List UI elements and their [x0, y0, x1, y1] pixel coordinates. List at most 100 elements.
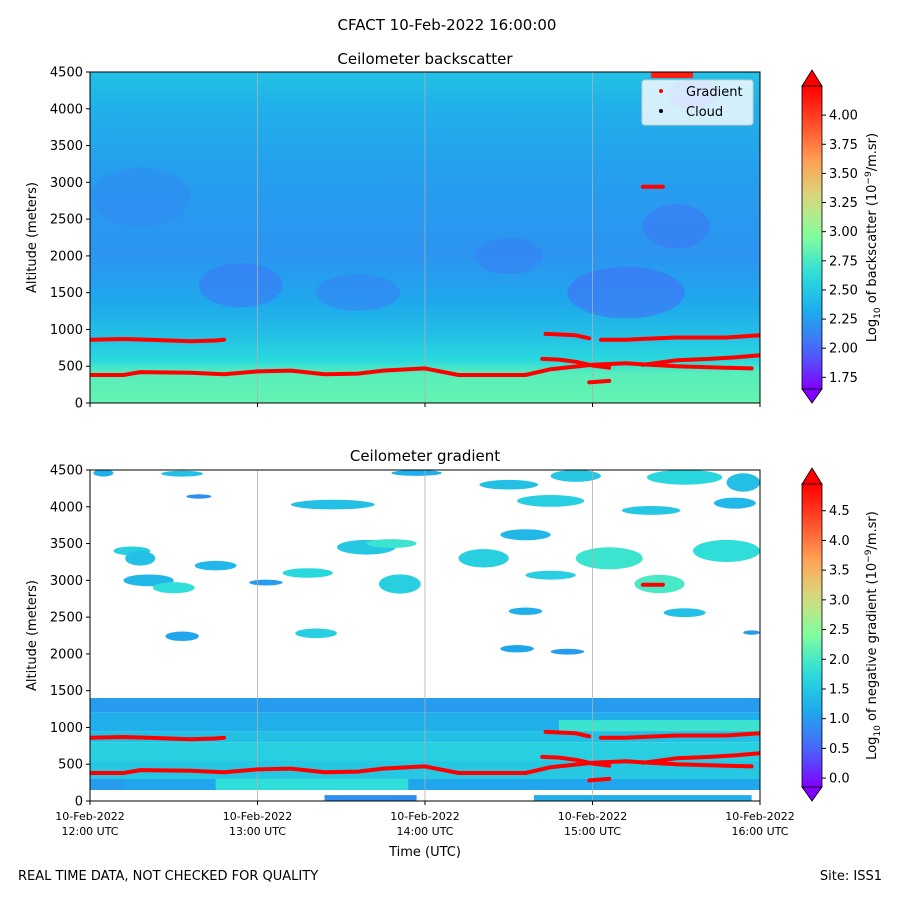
- colorbar-extend-max: [801, 69, 823, 87]
- colorbar-tick-label: 0.5: [829, 742, 850, 757]
- y-tick-label: 3500: [50, 139, 83, 154]
- gradient-blob: [500, 645, 534, 653]
- x-tick-label-date: 10-Feb-2022: [55, 810, 124, 823]
- gradient-blob: [550, 648, 585, 655]
- gradient-marker-series: [587, 378, 612, 385]
- gradient-blob: [500, 529, 551, 541]
- gradient-blob: [525, 570, 576, 580]
- panel-title: Ceilometer gradient: [350, 447, 500, 465]
- colorbar-tick-label: 3.50: [829, 167, 858, 182]
- colorbar-tick-label: 4.0: [829, 534, 850, 549]
- colorbar-extend-min: [801, 388, 823, 404]
- y-tick-label: 1000: [50, 721, 83, 736]
- colorbar-label: Log10 of negative gradient (10−9/m.sr): [864, 511, 883, 760]
- gradient-marker-series: [90, 759, 754, 775]
- colorbar-label-part: 10: [873, 307, 883, 319]
- y-axis-label: Altitude (meters): [25, 182, 40, 293]
- y-tick-label: 2000: [50, 249, 83, 264]
- colorbar-tick-label: 4.00: [829, 109, 858, 124]
- gradient-blob: [165, 631, 199, 642]
- colorbar-label-part: Log: [865, 319, 880, 342]
- gradient-blob: [508, 607, 543, 615]
- backscatter-texture: [475, 237, 543, 275]
- gradient-blob: [743, 630, 760, 635]
- colorbar: [801, 483, 823, 788]
- colorbar-label: Log10 of backscatter (10−9/m.sr): [864, 133, 883, 342]
- y-tick-label: 4000: [50, 500, 83, 515]
- legend-marker: [659, 89, 663, 93]
- colorbar: [801, 85, 823, 390]
- colorbar-label-part: −9: [864, 171, 874, 185]
- legend-label: Gradient: [686, 85, 743, 100]
- backscatter-panel: Ceilometer backscatter 0 500 1000 1500 2000 25…: [25, 50, 883, 412]
- gradient-blob: [152, 582, 195, 594]
- gradient-band: [324, 795, 417, 801]
- gradient-marker-series: [543, 331, 592, 341]
- backscatter-texture: [90, 167, 191, 227]
- y-tick-label: 4000: [50, 102, 83, 117]
- plot-area: [90, 72, 760, 403]
- gradient-blob: [646, 470, 723, 485]
- gradient-marker-series: [598, 333, 760, 342]
- gradient-blob: [93, 470, 114, 477]
- gradient-marker-series: [598, 731, 760, 740]
- colorbar-tick-label: 3.00: [829, 225, 858, 240]
- gradient-marker-series: [540, 754, 612, 768]
- x-tick-label-date: 10-Feb-2022: [390, 810, 459, 823]
- colorbar-tick-label: 2.00: [829, 342, 858, 357]
- gradient-blob: [713, 497, 756, 509]
- gradient-blob: [291, 499, 375, 510]
- x-tick-label-date: 10-Feb-2022: [725, 810, 794, 823]
- gradient-blob: [295, 628, 338, 639]
- colorbar-tick-label: 4.5: [829, 504, 850, 519]
- gradient-marker-series: [90, 735, 226, 742]
- gradient-blob: [282, 568, 333, 578]
- x-tick-label-time: 12:00 UTC: [61, 825, 118, 838]
- colorbar-tick-label: 3.0: [829, 593, 850, 608]
- y-axis-label: Altitude (meters): [25, 580, 40, 691]
- y-tick-label: 1500: [50, 684, 83, 699]
- gradient-blob: [125, 550, 156, 566]
- y-tick-label: 500: [58, 758, 83, 773]
- y-tick-label: 3500: [50, 537, 83, 552]
- y-tick-label: 1000: [50, 323, 83, 338]
- gradient-blob: [161, 470, 204, 477]
- x-tick-label-time: 15:00 UTC: [564, 825, 621, 838]
- colorbar-tick-label: 2.0: [829, 653, 850, 668]
- y-tick-label: 1500: [50, 286, 83, 301]
- colorbar-label-part: of negative gradient (10: [865, 563, 880, 725]
- backscatter-texture: [642, 204, 710, 249]
- colorbar-label-part: /m.sr): [865, 511, 880, 549]
- gradient-marker-series: [587, 776, 612, 783]
- colorbar-tick-label: 2.75: [829, 254, 858, 269]
- colorbar-tick-label: 1.0: [829, 712, 850, 727]
- colorbar-tick-label: 1.75: [829, 371, 858, 386]
- gradient-blob: [663, 608, 706, 618]
- figure-suptitle: CFACT 10-Feb-2022 16:00:00: [338, 16, 557, 34]
- gradient-blob: [366, 539, 417, 548]
- gradient-blob: [621, 506, 681, 515]
- backscatter-texture: [198, 263, 283, 308]
- y-tick-label: 2000: [50, 647, 83, 662]
- gradient-blob: [458, 549, 509, 568]
- gradient-blob: [186, 494, 212, 499]
- gradient-blob: [575, 547, 643, 570]
- gradient-blob: [391, 470, 442, 476]
- colorbar-label-part: of backscatter (10: [865, 185, 880, 308]
- gradient-blob: [123, 574, 174, 587]
- x-axis-label: Time (UTC): [388, 845, 461, 860]
- gradient-blob: [693, 539, 760, 562]
- colorbar-tick-label: 3.5: [829, 564, 850, 579]
- colorbar-tick-label: 3.75: [829, 138, 858, 153]
- y-tick-label: 3000: [50, 574, 83, 589]
- gradient-marker-series: [540, 356, 612, 370]
- gradient-marker-series: [90, 361, 754, 377]
- colorbar-extend-min: [801, 786, 823, 802]
- gradient-blob: [517, 495, 585, 507]
- gradient-band: [559, 720, 760, 732]
- y-tick-label: 0: [75, 397, 83, 412]
- colorbar-tick-label: 1.5: [829, 682, 850, 697]
- x-tick-label-time: 13:00 UTC: [229, 825, 286, 838]
- plot-area: [90, 470, 760, 801]
